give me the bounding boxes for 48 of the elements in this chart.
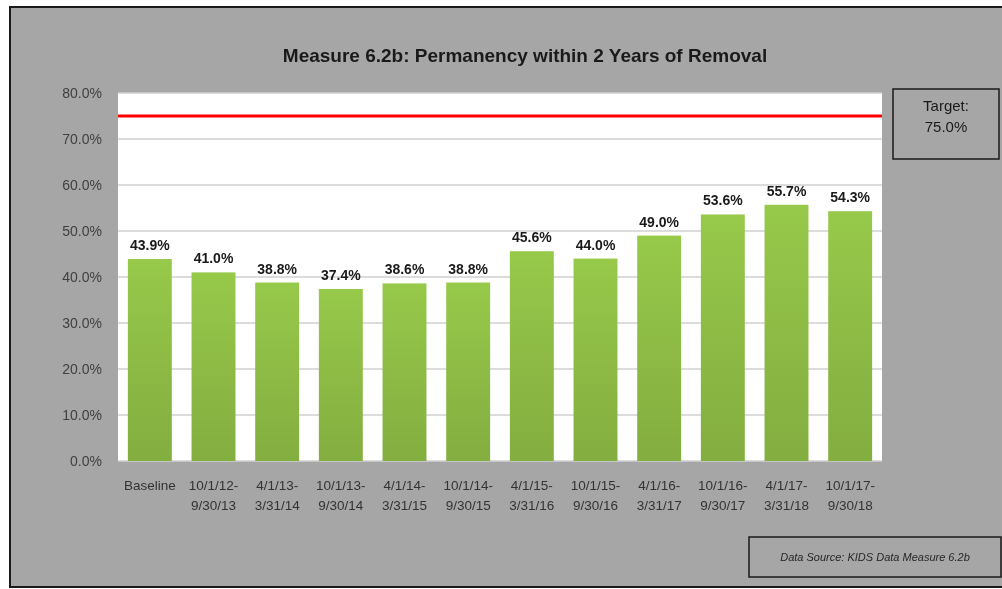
bar bbox=[700, 214, 745, 461]
y-tick-label: 20.0% bbox=[62, 360, 102, 377]
data-label: 38.8% bbox=[448, 260, 489, 277]
data-label: 41.0% bbox=[193, 250, 234, 267]
y-tick-label: 10.0% bbox=[62, 406, 102, 423]
y-tick-label: 40.0% bbox=[62, 268, 102, 285]
x-tick-label: Baseline bbox=[123, 478, 176, 493]
y-tick-label: 70.0% bbox=[62, 130, 102, 147]
bar bbox=[127, 259, 172, 461]
bar bbox=[764, 204, 809, 461]
data-label: 45.6% bbox=[511, 229, 553, 246]
bar bbox=[509, 251, 554, 461]
y-tick-label: 80.0% bbox=[62, 84, 102, 101]
x-tick-label: 10/1/12- 9/30/13 bbox=[188, 478, 239, 513]
y-tick-label: 50.0% bbox=[62, 222, 102, 239]
x-tick-label: 4/1/14- 3/31/15 bbox=[381, 478, 428, 513]
bar bbox=[573, 258, 618, 461]
y-tick-label: 0.0% bbox=[70, 452, 102, 469]
bar bbox=[446, 282, 491, 461]
bar bbox=[637, 235, 682, 461]
x-tick-label: 10/1/13- 9/30/14 bbox=[316, 478, 366, 513]
y-tick-label: 60.0% bbox=[62, 176, 102, 193]
data-label: 38.8% bbox=[257, 260, 298, 277]
data-label: 49.0% bbox=[639, 213, 680, 230]
bar bbox=[191, 272, 236, 461]
x-tick-label: 4/1/15- 3/31/16 bbox=[509, 478, 555, 513]
bar bbox=[255, 282, 300, 461]
y-tick-label: 30.0% bbox=[62, 314, 102, 331]
x-tick-label: 10/1/14- 9/30/15 bbox=[443, 478, 493, 513]
x-tick-label: 4/1/13- 3/31/14 bbox=[254, 478, 301, 513]
chart-title: Measure 6.2b: Permanency within 2 Years of Removal bbox=[282, 45, 768, 66]
data-label: 43.9% bbox=[129, 237, 171, 254]
bar bbox=[318, 288, 363, 461]
data-label: 54.3% bbox=[830, 189, 871, 206]
bar bbox=[382, 283, 427, 461]
x-tick-label: 10/1/17- 9/30/18 bbox=[825, 478, 875, 513]
x-tick-label: 4/1/16- 3/31/17 bbox=[636, 478, 682, 513]
ref-line-label: Target: 75.0% bbox=[923, 97, 969, 135]
data-label: 38.6% bbox=[384, 261, 425, 278]
data-label: 53.6% bbox=[702, 192, 744, 209]
x-tick-label: 10/1/15- 9/30/16 bbox=[570, 478, 621, 513]
bar bbox=[828, 211, 873, 461]
x-tick-label: 10/1/16- 9/30/17 bbox=[698, 478, 748, 513]
source-note: Data Source: KIDS Data Measure 6.2b bbox=[780, 550, 970, 563]
x-tick-label: 4/1/17- 3/31/18 bbox=[763, 478, 810, 513]
data-label: 44.0% bbox=[575, 236, 616, 253]
data-label: 55.7% bbox=[766, 182, 807, 199]
data-label: 37.4% bbox=[320, 266, 362, 283]
